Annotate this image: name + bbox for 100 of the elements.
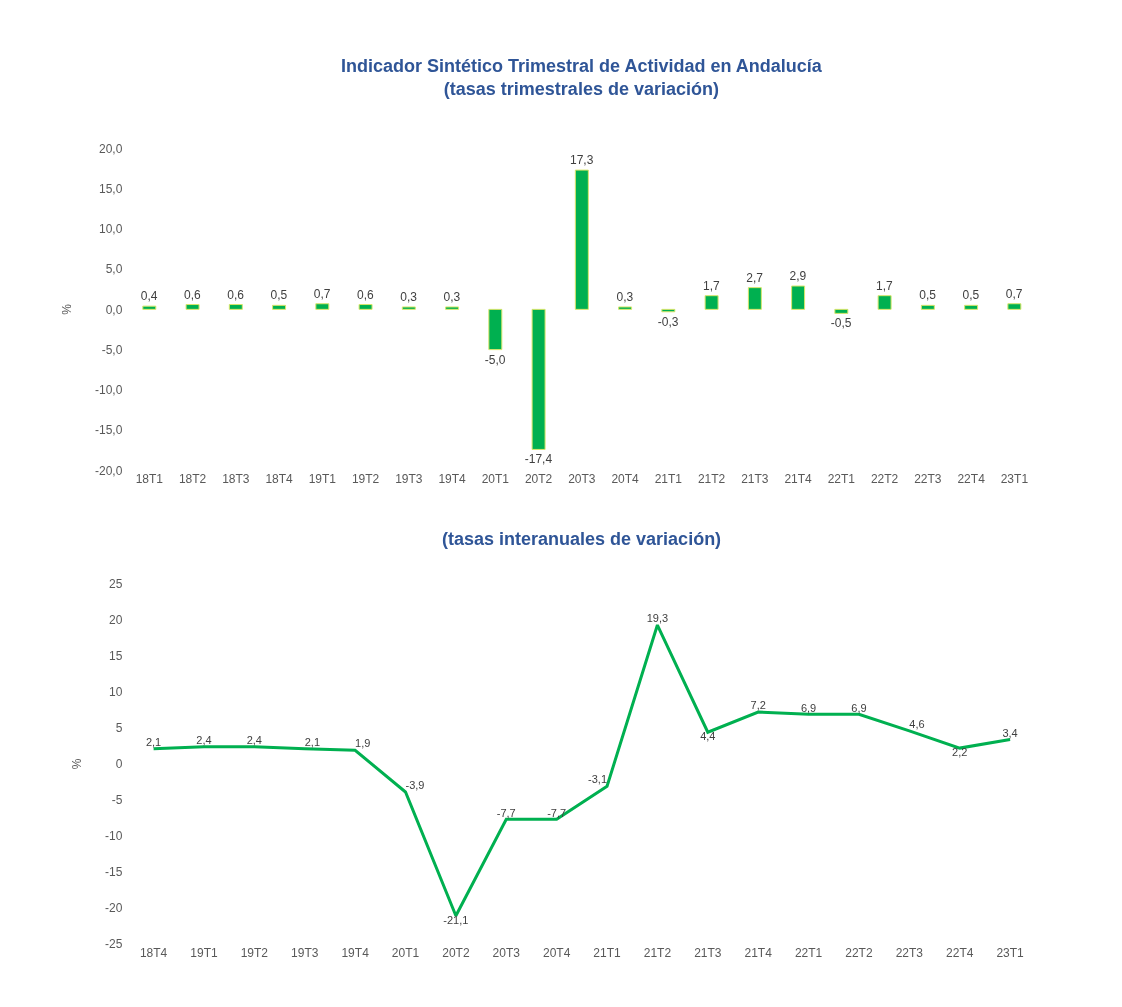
y-tick-label: 0,0 [105,302,123,317]
bar [964,304,979,310]
data-label: 19,3 [646,612,669,625]
chart-title: Indicador Sintético Trimestral de Actividad en Andalucía [341,56,823,76]
y-axis-title: % [70,758,85,770]
x-tick-label: 20T1 [481,472,510,487]
x-tick-label: 21T2 [697,472,726,487]
data-label: 0,6 [184,287,202,302]
bar [618,306,633,310]
x-tick-label: 23T1 [996,945,1025,960]
y-tick-label: 5 [115,721,123,736]
x-tick-label: 20T4 [542,945,571,960]
data-label: 1,7 [703,278,721,293]
y-tick-label: 0 [115,757,123,772]
y-tick-label: -20 [105,901,123,916]
x-tick-label: 19T1 [190,945,218,960]
bar [574,169,589,310]
x-tick-label: 20T3 [492,945,521,960]
x-tick-label: 18T2 [178,472,207,487]
data-label: 17,3 [570,153,594,168]
x-tick-label: 19T3 [291,945,319,960]
bar [488,308,503,351]
x-tick-label: 21T3 [741,472,769,487]
x-tick-label: 18T3 [222,472,250,487]
x-tick-label: 21T2 [643,945,672,960]
data-label: 2,1 [145,736,162,749]
x-tick-label: 19T1 [308,472,337,487]
data-label: 2,4 [246,733,262,746]
y-tick-label: 15,0 [99,181,123,196]
data-label: 3,4 [1002,726,1018,739]
y-tick-label: 5,0 [105,262,123,277]
bar [315,303,330,310]
y-tick-label: 10,0 [99,222,123,237]
data-label: 0,3 [400,289,418,304]
x-tick-label: 22T1 [827,472,856,487]
x-tick-label: 19T3 [395,472,423,487]
data-label: -5,0 [484,352,506,367]
x-tick-label: 21T4 [744,945,773,960]
x-tick-label: 18T4 [139,945,168,960]
x-tick-label: 21T1 [593,945,622,960]
data-label: -3,1 [588,773,608,786]
x-tick-label: 20T4 [611,472,640,487]
y-tick-label: -15,0 [95,423,123,438]
data-label: 7,2 [750,699,766,712]
bar [1007,303,1022,310]
x-tick-label: 19T4 [438,472,467,487]
y-tick-label: 25 [109,577,123,592]
data-label: 1,7 [876,278,894,293]
data-label: -7,7 [547,806,567,819]
x-tick-label: 21T1 [654,472,683,487]
bar [401,306,416,310]
data-label: -0,5 [830,316,852,331]
x-tick-label: 20T2 [524,472,553,487]
x-tick-label: 18T1 [135,472,164,487]
x-tick-label: 22T4 [946,945,974,960]
data-label: 0,7 [313,286,331,301]
y-tick-label: 20 [109,613,123,628]
bar [920,304,935,310]
x-tick-label: 22T2 [845,945,873,960]
y-tick-label: -10 [105,829,123,844]
chart-title: (tasas interanuales de variación) [442,529,722,549]
x-tick-label: 21T4 [784,472,813,487]
x-tick-label: 19T4 [341,945,370,960]
data-label: 2,7 [746,270,764,285]
data-label: 2,2 [952,746,968,759]
y-tick-label: 15 [109,649,123,664]
data-label: -0,3 [657,314,679,329]
x-tick-label: 22T4 [957,472,986,487]
y-axis-title: % [60,303,75,315]
bar [877,295,892,310]
x-tick-label: 22T1 [794,945,823,960]
x-tick-label: 23T1 [1000,472,1029,487]
data-label: 0,3 [616,289,634,304]
data-label: 2,1 [304,736,321,749]
data-label: 0,7 [1005,286,1023,301]
bar [747,287,762,310]
x-tick-label: 19T2 [240,945,269,960]
y-tick-label: -5 [111,793,123,808]
data-label: 4,6 [909,718,925,731]
data-label: 6,9 [800,701,817,714]
bar [185,304,200,310]
data-label: 0,5 [270,288,288,303]
bar [704,295,719,310]
x-tick-label: 20T3 [568,472,596,487]
x-tick-label: 18T4 [265,472,294,487]
y-tick-label: -5,0 [101,342,123,357]
data-label: -7,7 [496,806,516,819]
x-tick-label: 19T2 [351,472,380,487]
y-tick-label: -20,0 [95,463,123,478]
data-label: -3,9 [405,779,425,792]
data-label: 2,9 [789,269,807,284]
bar [358,304,373,310]
bar [272,304,287,310]
x-tick-label: 22T3 [895,945,924,960]
bar [445,306,460,310]
data-label: 2,4 [196,733,212,746]
x-tick-label: 20T1 [391,945,420,960]
data-label: -17,4 [524,452,553,467]
y-tick-label: 20,0 [99,141,123,156]
bar [228,304,243,310]
